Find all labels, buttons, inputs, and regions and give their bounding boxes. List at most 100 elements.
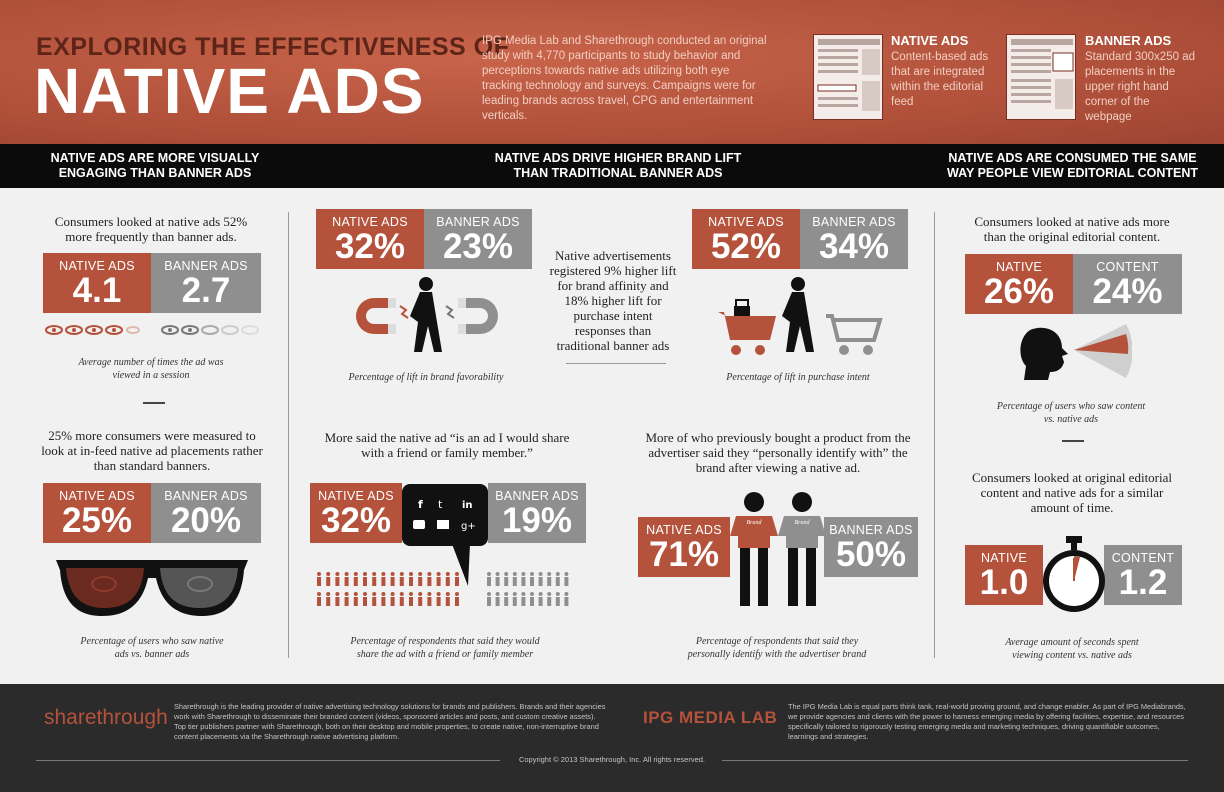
col1-lead-1: Consumers looked at native ads 52% more … (54, 214, 248, 244)
looks-native-label: NATIVE ADS (59, 489, 135, 503)
favor-native-box: NATIVE ADS 32% (316, 209, 424, 269)
col3-separator (1062, 440, 1084, 442)
time-content-box: CONTENT 1.2 (1104, 545, 1182, 605)
glasses-icon (56, 560, 248, 616)
share-banner-label: BANNER ADS (495, 489, 579, 503)
intent-native-label: NATIVE ADS (708, 215, 784, 229)
sharethrough-text: Sharethrough is the leading provider of … (174, 702, 606, 741)
intent-banner-label: BANNER ADS (812, 215, 896, 229)
footer (0, 684, 1224, 792)
people-grid-icon (317, 572, 569, 606)
saw-content-box: CONTENT 24% (1073, 254, 1182, 314)
svg-text:in: in (462, 500, 473, 511)
social-share-bubble-icon: f t in g+ (402, 484, 488, 586)
col1-separator (143, 402, 165, 404)
banner-ad-layout-icon (1006, 34, 1076, 120)
title-small: EXPLORING THE EFFECTIVENESS OF (36, 33, 510, 61)
time-content-label: CONTENT (1111, 551, 1175, 565)
intent-banner-box: BANNER ADS 34% (800, 209, 908, 269)
looks-banner-label: BANNER ADS (164, 489, 248, 503)
band-heading-1: NATIVE ADS ARE MORE VISUALLY ENGAGING TH… (50, 151, 260, 180)
saw-native-value: 26% (983, 272, 1055, 311)
svg-text:t: t (438, 498, 443, 511)
views-banner-value: 2.7 (181, 271, 231, 310)
intent-banner-value: 34% (818, 227, 890, 266)
head-view-cone-icon (1020, 324, 1132, 380)
col1-lead-2: 25% more consumers were measured to look… (41, 428, 263, 473)
stopwatch-icon (1043, 536, 1105, 612)
favor-native-label: NATIVE ADS (332, 215, 408, 229)
identify-banner-box: BANNER ADS 50% (824, 517, 918, 577)
share-banner-value: 19% (501, 501, 573, 540)
time-native-box: NATIVE 1.0 (965, 545, 1043, 605)
identify-native-label: NATIVE ADS (646, 523, 722, 537)
intent-native-box: NATIVE ADS 52% (692, 209, 800, 269)
time-native-label: NATIVE (980, 551, 1028, 565)
native-ad-layout-icon (813, 34, 883, 120)
views-native-label: NATIVE ADS (59, 259, 135, 273)
shirt-brand-label-1: Brand (746, 520, 762, 526)
views-banner-box: BANNER ADS 2.7 (151, 253, 261, 313)
identify-native-value: 71% (648, 535, 720, 574)
ipg-text: The IPG Media Lab is equal parts think t… (788, 702, 1186, 741)
share-native-value: 32% (320, 501, 392, 540)
brand-lift-text: Native advertisements registered 9% high… (549, 248, 677, 353)
shirt-brand-label-2: Brand (794, 520, 810, 526)
saw-native-box: NATIVE 26% (965, 254, 1073, 314)
magnet-walker-icon (356, 277, 498, 352)
intro-text: IPG Media Lab and Sharethrough conducted… (482, 35, 767, 122)
native-def-text: Content-based ads that are integrated wi… (891, 51, 989, 108)
saw-native-label: NATIVE (995, 260, 1043, 274)
ipg-logo: IPG MEDIA LAB (643, 708, 778, 727)
sharethrough-logo: sharethrough (44, 706, 168, 729)
column-divider-2 (934, 212, 935, 658)
identify-lead: More of who previously bought a product … (645, 430, 911, 475)
eye-dots-icon (45, 325, 259, 335)
share-native-label: NATIVE ADS (318, 489, 394, 503)
share-native-box: NATIVE ADS 32% (310, 483, 402, 543)
col1-caption-2: Percentage of users who saw native ads v… (80, 636, 224, 660)
banner-def-text: Standard 300x250 ad placements in the up… (1085, 51, 1195, 123)
share-caption: Percentage of respondents that said they… (350, 636, 540, 660)
share-lead: More said the native ad “is an ad I woul… (324, 430, 570, 460)
shopping-carts-icon (718, 277, 883, 355)
brand-shirt-people-icon (730, 492, 826, 606)
footer-rule-right (722, 760, 1188, 761)
copyright: Copyright © 2013 Sharethrough, Inc. All … (518, 755, 706, 764)
favor-banner-box: BANNER ADS 23% (424, 209, 532, 269)
middle-separator (566, 363, 666, 364)
column-divider-1 (288, 212, 289, 658)
views-native-value: 4.1 (72, 271, 122, 310)
col3-lead-1: Consumers looked at native ads more than… (974, 214, 1170, 244)
saw-content-label: CONTENT (1096, 260, 1159, 274)
looks-native-box: NATIVE ADS 25% (43, 483, 151, 543)
share-banner-box: BANNER ADS 19% (488, 483, 586, 543)
intent-native-value: 52% (710, 227, 782, 266)
col3-caption-2: Average amount of seconds spent viewing … (1005, 637, 1139, 661)
time-content-value: 1.2 (1118, 563, 1168, 602)
favor-native-value: 32% (334, 227, 406, 266)
svg-text:g+: g+ (461, 521, 476, 532)
banner-def-title: BANNER ADS (1085, 33, 1172, 48)
col3-caption-1: Percentage of users who saw content vs. … (996, 401, 1146, 425)
identify-banner-value: 50% (835, 535, 907, 574)
identify-native-box: NATIVE ADS 71% (638, 517, 730, 577)
views-banner-label: BANNER ADS (164, 259, 248, 273)
time-native-value: 1.0 (979, 563, 1029, 602)
identify-caption: Percentage of respondents that said they… (687, 636, 867, 660)
band-heading-3: NATIVE ADS ARE CONSUMED THE SAME WAY PEO… (947, 151, 1198, 180)
saw-content-value: 24% (1092, 272, 1163, 311)
native-def-title: NATIVE ADS (891, 33, 969, 48)
intent-caption: Percentage of lift in purchase intent (726, 372, 870, 383)
band-heading-2: NATIVE ADS DRIVE HIGHER BRAND LIFT THAN … (494, 151, 742, 180)
footer-rule-left (36, 760, 500, 761)
page-title: NATIVE ADS (34, 55, 425, 127)
col3-lead-2: Consumers looked at original editorial c… (971, 470, 1172, 515)
looks-banner-value: 20% (170, 501, 242, 540)
looks-native-value: 25% (61, 501, 133, 540)
favor-banner-label: BANNER ADS (436, 215, 520, 229)
favor-caption: Percentage of lift in brand favorability (348, 372, 504, 383)
looks-banner-box: BANNER ADS 20% (151, 483, 261, 543)
col1-caption-1: Average number of times the ad was viewe… (78, 357, 224, 381)
identify-banner-label: BANNER ADS (829, 523, 913, 537)
